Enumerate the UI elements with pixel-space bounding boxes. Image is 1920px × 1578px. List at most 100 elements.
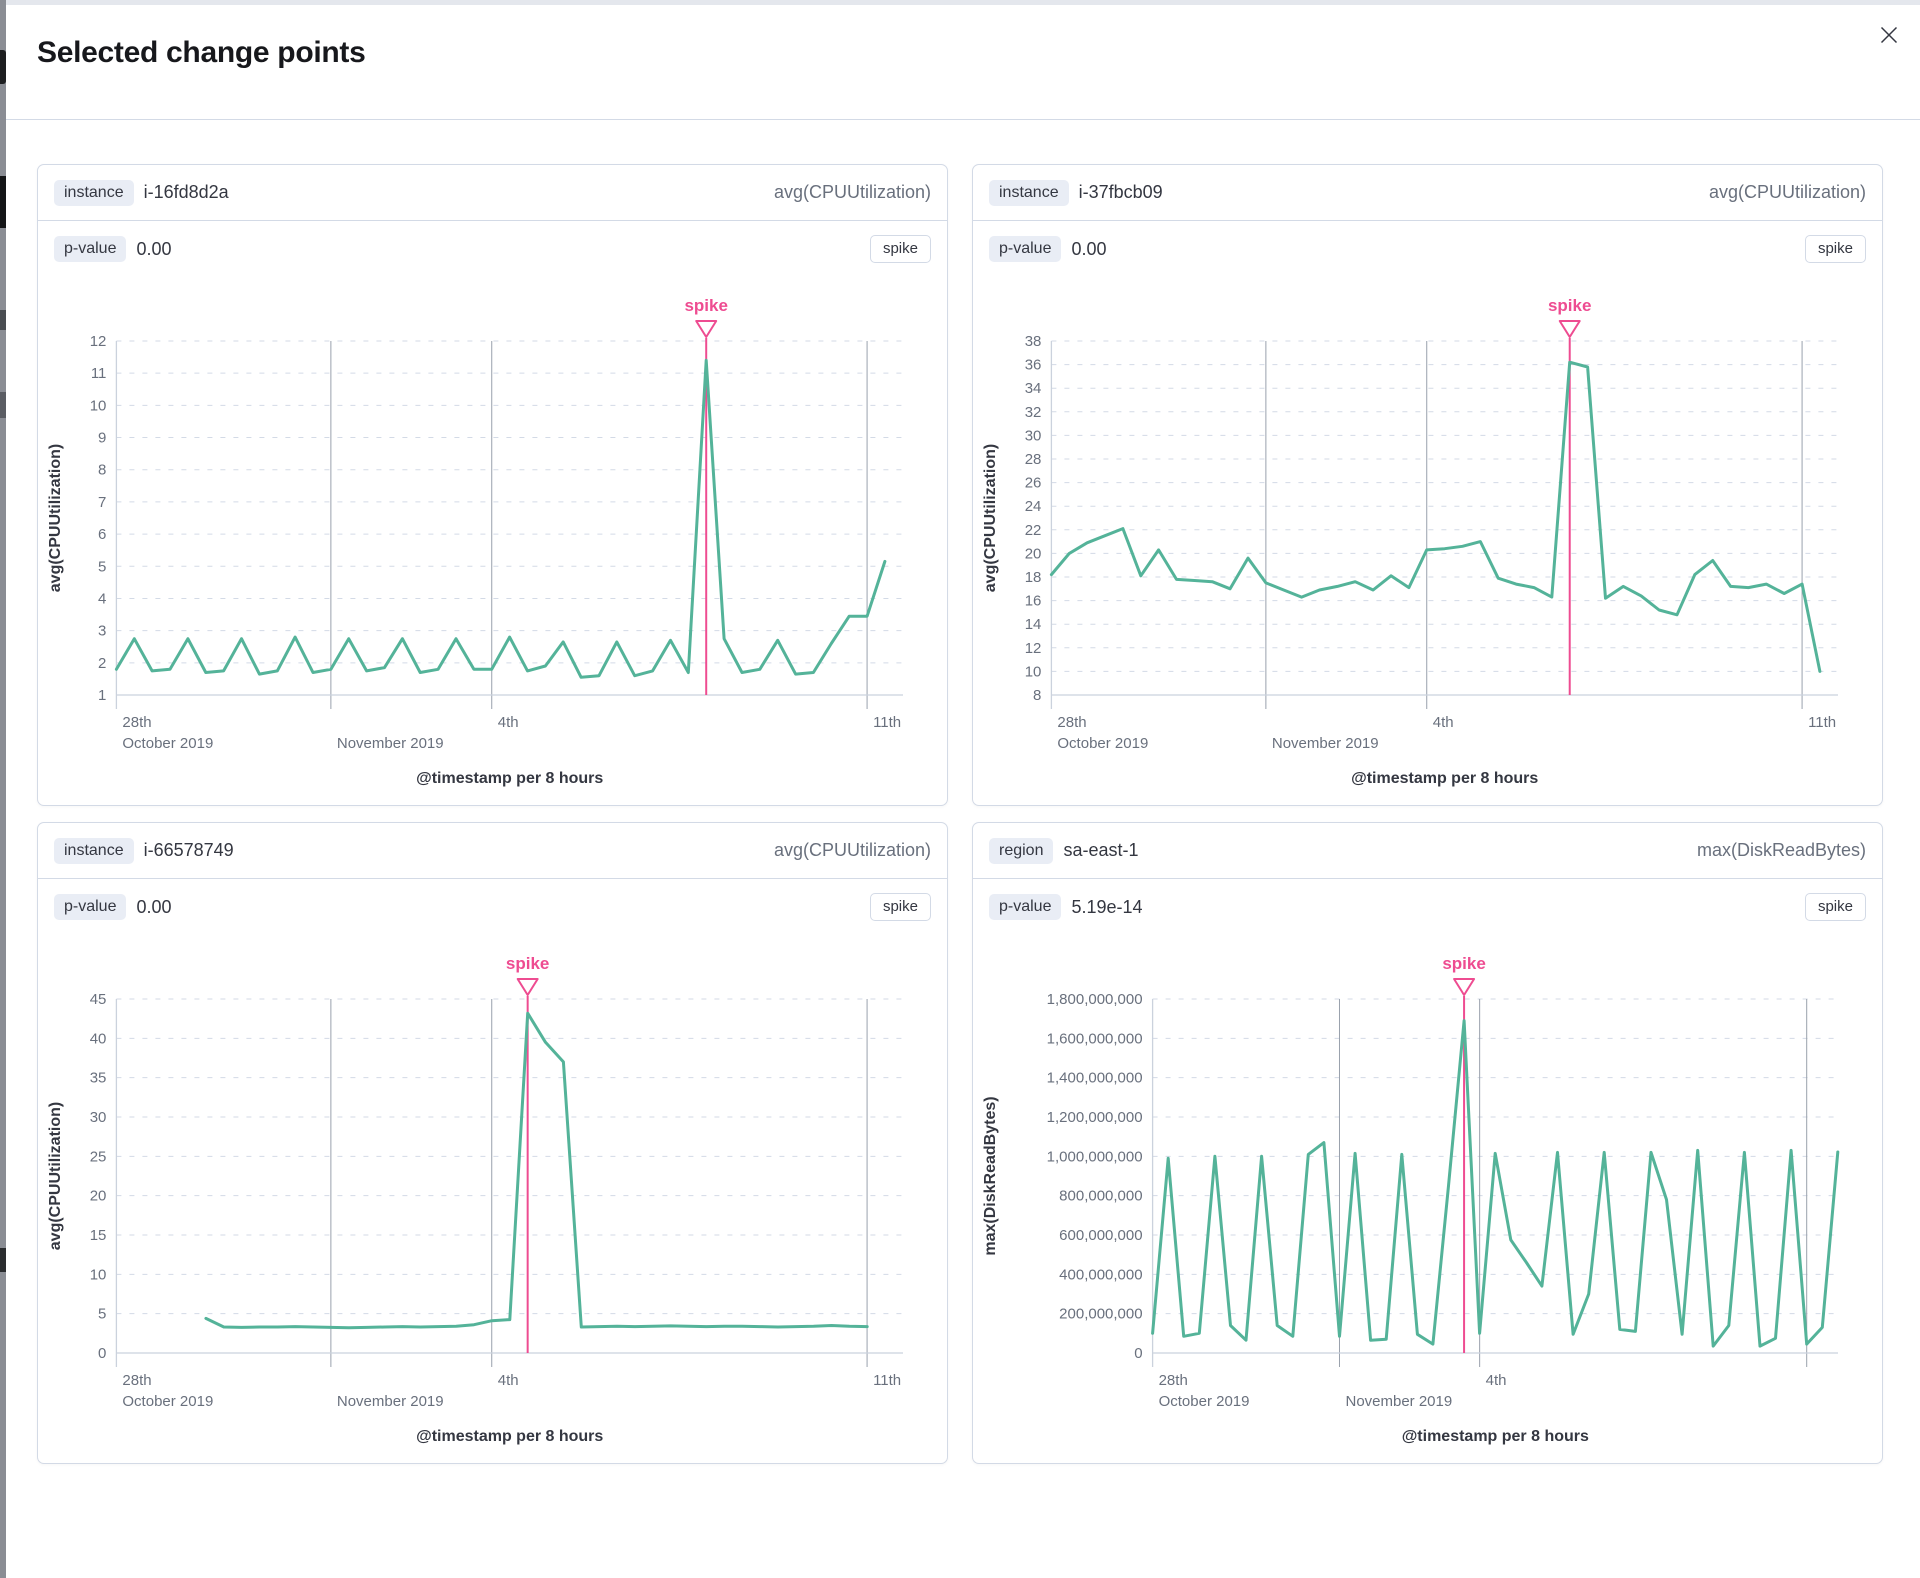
svg-text:4th: 4th	[498, 1372, 519, 1389]
svg-text:28th: 28th	[1057, 714, 1086, 731]
field-name-badge: region	[989, 837, 1054, 864]
svg-text:avg(CPUUtilization): avg(CPUUtilization)	[982, 444, 999, 592]
page-edge-artifact	[0, 392, 6, 418]
svg-text:3: 3	[98, 623, 106, 640]
page-left-edge	[0, 0, 6, 1578]
svg-text:11: 11	[91, 365, 107, 382]
svg-text:4: 4	[98, 590, 106, 607]
svg-text:November 2019: November 2019	[1272, 735, 1379, 752]
svg-text:November 2019: November 2019	[337, 1393, 444, 1410]
p-value-badge: p-value	[54, 894, 127, 920]
svg-text:35: 35	[90, 1070, 107, 1087]
field-name-badge: instance	[54, 837, 134, 864]
change-type-badge: spike	[1804, 893, 1866, 921]
svg-text:November 2019: November 2019	[337, 735, 444, 752]
svg-text:spike: spike	[1442, 954, 1485, 973]
svg-text:18: 18	[1025, 569, 1042, 586]
svg-text:34: 34	[1025, 380, 1042, 397]
svg-text:16: 16	[1025, 593, 1042, 610]
svg-text:800,000,000: 800,000,000	[1059, 1188, 1142, 1205]
panel-header-row: region sa-east-1 max(DiskReadBytes)	[973, 823, 1882, 879]
svg-text:28th: 28th	[122, 714, 151, 731]
svg-text:@timestamp per 8 hours: @timestamp per 8 hours	[416, 770, 603, 787]
svg-text:spike: spike	[506, 954, 549, 973]
svg-text:10: 10	[90, 1266, 107, 1283]
page-edge-artifact	[0, 50, 6, 84]
panel-stats-row: p-value 0.00 spike	[38, 879, 947, 935]
svg-text:400,000,000: 400,000,000	[1059, 1266, 1142, 1283]
svg-text:32: 32	[1025, 404, 1042, 421]
svg-text:25: 25	[90, 1148, 107, 1165]
svg-text:26: 26	[1025, 475, 1042, 492]
svg-text:11th: 11th	[1808, 714, 1836, 731]
change-point-chart: 0 5 10 15 20 25 30 35 40 45 28th October 2019 Novemb…	[38, 935, 947, 1463]
svg-text:1,800,000,000: 1,800,000,000	[1047, 991, 1143, 1008]
svg-text:28th: 28th	[1159, 1372, 1188, 1389]
svg-text:7: 7	[98, 494, 106, 511]
svg-text:8: 8	[98, 462, 106, 479]
svg-text:spike: spike	[684, 296, 727, 315]
svg-text:1,000,000,000: 1,000,000,000	[1047, 1148, 1143, 1165]
svg-text:200,000,000: 200,000,000	[1059, 1306, 1142, 1323]
close-button[interactable]	[1875, 21, 1903, 49]
svg-text:15: 15	[90, 1227, 107, 1244]
svg-text:4th: 4th	[498, 714, 519, 731]
svg-text:October 2019: October 2019	[1159, 1393, 1250, 1410]
svg-text:9: 9	[98, 430, 106, 447]
change-point-chart: 8 10 12 14 16 18 20 22 24 26 28 30 32 34 36 38 28th Octob…	[973, 277, 1882, 805]
page-top-edge	[0, 0, 1920, 5]
svg-text:1,600,000,000: 1,600,000,000	[1047, 1030, 1143, 1047]
svg-text:30: 30	[1025, 427, 1042, 444]
field-name-badge: instance	[989, 179, 1069, 206]
field-name-badge: instance	[54, 179, 134, 206]
svg-text:11th: 11th	[873, 714, 901, 731]
svg-text:@timestamp per 8 hours: @timestamp per 8 hours	[1351, 770, 1538, 787]
svg-text:@timestamp per 8 hours: @timestamp per 8 hours	[1402, 1428, 1589, 1445]
panel-stats-row: p-value 0.00 spike	[973, 221, 1882, 277]
svg-text:40: 40	[90, 1030, 107, 1047]
svg-text:0: 0	[1134, 1345, 1142, 1362]
metric-label: max(DiskReadBytes)	[1696, 840, 1866, 860]
change-point-chart: 1 2 3 4 5 6 7 8 9 10 11 12 28th October 2019 November …	[38, 277, 947, 805]
svg-text:24: 24	[1025, 498, 1042, 515]
svg-text:22: 22	[1025, 522, 1042, 539]
field-value: i-16fd8d2a	[143, 182, 229, 202]
panel-header-row: instance i-66578749 avg(CPUUtilization)	[38, 823, 947, 879]
metric-label: avg(CPUUtilization)	[773, 182, 931, 202]
page-title: Selected change points	[37, 36, 366, 69]
svg-text:October 2019: October 2019	[122, 1393, 213, 1410]
field-value: i-66578749	[143, 840, 234, 860]
flyout-header: Selected change points	[0, 0, 1920, 120]
p-value: 5.19e-14	[1071, 896, 1143, 917]
svg-text:October 2019: October 2019	[1057, 735, 1148, 752]
svg-text:6: 6	[98, 526, 106, 543]
field-value: sa-east-1	[1063, 840, 1139, 860]
page-edge-artifact	[0, 1248, 6, 1272]
svg-text:5: 5	[98, 1306, 106, 1323]
svg-text:45: 45	[90, 991, 107, 1008]
svg-text:30: 30	[90, 1109, 107, 1126]
panel-stats-row: p-value 0.00 spike	[38, 221, 947, 277]
svg-text:36: 36	[1025, 357, 1042, 374]
change-type-badge: spike	[1804, 235, 1866, 263]
svg-text:28th: 28th	[122, 1372, 151, 1389]
svg-text:8: 8	[1033, 687, 1041, 704]
svg-text:avg(CPUUtilization): avg(CPUUtilization)	[47, 1102, 64, 1250]
field-value: i-37fbcb09	[1078, 182, 1163, 202]
svg-text:@timestamp per 8 hours: @timestamp per 8 hours	[416, 1428, 603, 1445]
change-point-panel: region sa-east-1 max(DiskReadBytes) p-va…	[972, 822, 1883, 1464]
change-type-badge: spike	[869, 235, 931, 263]
close-icon	[1879, 25, 1899, 45]
svg-text:4th: 4th	[1486, 1372, 1507, 1389]
svg-text:10: 10	[90, 397, 107, 414]
change-point-panel: instance i-66578749 avg(CPUUtilization) …	[37, 822, 948, 1464]
metric-label: avg(CPUUtilization)	[773, 840, 931, 860]
p-value: 0.00	[136, 238, 172, 259]
svg-text:28: 28	[1025, 451, 1042, 468]
panel-header-row: instance i-37fbcb09 avg(CPUUtilization)	[973, 165, 1882, 221]
panel-header-row: instance i-16fd8d2a avg(CPUUtilization)	[38, 165, 947, 221]
svg-text:12: 12	[90, 333, 107, 350]
page-edge-artifact	[0, 176, 6, 228]
p-value-badge: p-value	[989, 236, 1062, 262]
svg-text:0: 0	[98, 1345, 106, 1362]
